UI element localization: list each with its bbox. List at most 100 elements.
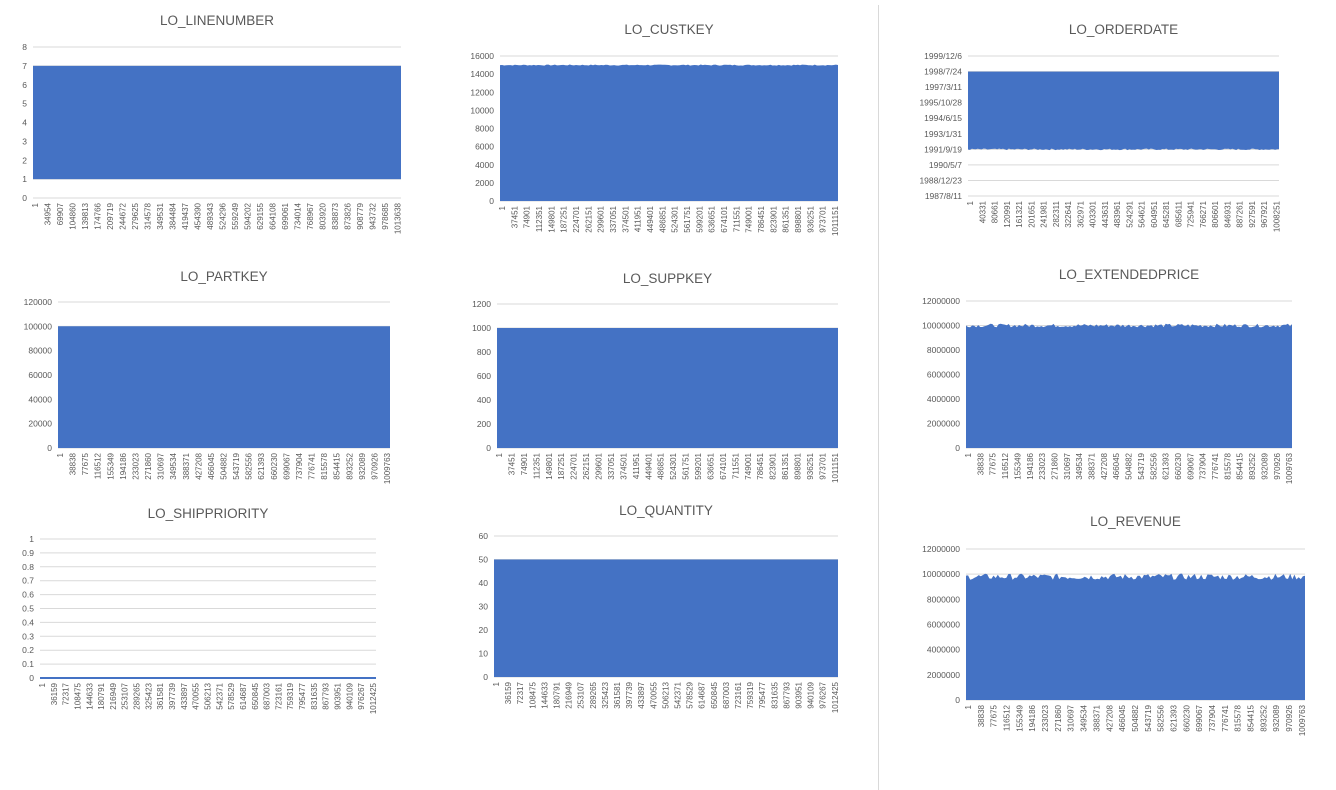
y-tick-label: 1998/7/24	[924, 67, 962, 77]
x-tick-label: 72317	[516, 681, 525, 704]
x-tick-label: 1	[56, 452, 65, 457]
x-tick-label: 1	[38, 682, 47, 687]
x-tick-label: 776741	[308, 452, 317, 479]
y-tick-label: 7	[22, 61, 27, 71]
x-tick-label: 504882	[1131, 704, 1140, 731]
y-tick-label: 0.4	[22, 617, 34, 627]
x-tick-label: 337051	[607, 452, 616, 479]
x-tick-label: 582556	[1157, 704, 1166, 731]
y-tick-label: 0.2	[22, 645, 34, 655]
x-tick-label: 454390	[193, 202, 202, 229]
x-tick-label: 578529	[227, 682, 236, 709]
x-tick-label: 723161	[734, 681, 743, 708]
x-tick-label: 604951	[1150, 200, 1159, 227]
x-tick-label: 685611	[1174, 200, 1183, 227]
y-tick-label: 4000000	[927, 645, 960, 655]
x-tick-label: 831635	[310, 682, 319, 709]
chart-title: LO_PARTKEY	[180, 269, 267, 284]
x-tick-label: 660230	[270, 452, 279, 479]
x-tick-label: 349534	[1080, 704, 1089, 731]
x-tick-label: 1008251	[1272, 200, 1281, 232]
x-tick-label: 36159	[504, 681, 513, 704]
x-tick-label: 504882	[1125, 452, 1134, 479]
y-tick-label: 1999/12/6	[924, 51, 962, 61]
x-tick-label: 943732	[368, 202, 377, 229]
x-tick-label: 970926	[1273, 452, 1282, 479]
x-tick-label: 506213	[203, 682, 212, 709]
x-tick-label: 419437	[181, 202, 190, 229]
x-tick-label: 108475	[73, 682, 82, 709]
x-tick-label: 749001	[744, 452, 753, 479]
y-tick-label: 6000	[475, 142, 494, 152]
y-tick-label: 0	[955, 695, 960, 705]
x-tick-label: 660230	[1182, 704, 1191, 731]
x-tick-label: 621393	[1169, 704, 1178, 731]
chart-title: LO_CUSTKEY	[624, 22, 713, 37]
chart-title: LO_ORDERDATE	[1069, 22, 1178, 37]
x-tick-label: 524301	[671, 205, 680, 232]
x-tick-label: 504882	[220, 452, 229, 479]
x-tick-label: 314578	[143, 202, 152, 229]
x-tick-label: 561751	[682, 452, 691, 479]
x-tick-label: 621393	[257, 452, 266, 479]
y-tick-label: 5	[22, 99, 27, 109]
x-tick-label: 737904	[1199, 452, 1208, 479]
x-tick-label: 253107	[577, 681, 586, 708]
x-tick-label: 1	[964, 704, 973, 709]
x-tick-label: 687003	[722, 681, 731, 708]
x-tick-label: 903951	[795, 681, 804, 708]
y-tick-label: 0.5	[22, 604, 34, 614]
x-tick-label: 74901	[523, 205, 532, 228]
x-tick-label: 711551	[732, 205, 741, 232]
x-tick-label: 282311	[1052, 200, 1061, 227]
x-tick-label: 976267	[357, 682, 366, 709]
y-tick-label: 120000	[24, 297, 53, 307]
y-tick-label: 10000000	[922, 569, 960, 579]
y-tick-label: 0.7	[22, 576, 34, 586]
data-bars	[968, 71, 1279, 151]
y-tick-label: 1990/5/7	[929, 160, 962, 170]
y-tick-label: 1993/1/31	[924, 129, 962, 139]
x-tick-label: 38838	[977, 704, 986, 727]
x-tick-label: 433897	[637, 681, 646, 708]
y-tick-label: 600	[477, 371, 491, 381]
chart-title: LO_EXTENDEDPRICE	[1059, 267, 1199, 282]
x-tick-label: 384484	[168, 202, 177, 229]
x-tick-label: 194186	[1026, 452, 1035, 479]
y-tick-label: 12000000	[922, 296, 960, 306]
x-tick-label: 893252	[345, 452, 354, 479]
x-tick-label: 470055	[649, 681, 658, 708]
x-tick-label: 37451	[510, 205, 519, 228]
x-tick-label: 361581	[156, 682, 165, 709]
x-tick-label: 815578	[320, 452, 329, 479]
y-tick-label: 1988/12/23	[919, 175, 962, 185]
x-tick-label: 786451	[756, 452, 765, 479]
x-tick-label: 970926	[370, 452, 379, 479]
y-tick-label: 2	[22, 155, 27, 165]
x-tick-label: 310697	[1063, 452, 1072, 479]
x-tick-label: 361581	[613, 681, 622, 708]
x-tick-label: 120991	[1003, 200, 1012, 227]
x-tick-label: 149801	[545, 452, 554, 479]
y-tick-label: 0	[955, 443, 960, 453]
y-tick-label: 0	[22, 193, 27, 203]
x-tick-label: 433897	[180, 682, 189, 709]
y-tick-label: 1994/6/15	[924, 113, 962, 123]
x-tick-label: 77675	[81, 452, 90, 475]
x-tick-label: 279625	[131, 202, 140, 229]
x-tick-label: 187251	[557, 452, 566, 479]
x-tick-label: 940109	[345, 682, 354, 709]
y-tick-label: 1200	[472, 299, 491, 309]
y-tick-label: 1	[22, 174, 27, 184]
x-tick-label: 374501	[619, 452, 628, 479]
y-tick-label: 4	[22, 118, 27, 128]
data-bars	[500, 64, 838, 201]
x-tick-label: 104860	[68, 202, 77, 229]
x-tick-label: 650845	[710, 681, 719, 708]
y-tick-label: 8000000	[927, 345, 960, 355]
x-tick-label: 873826	[343, 202, 352, 229]
x-tick-label: 734014	[293, 202, 302, 229]
x-tick-label: 180791	[97, 682, 106, 709]
data-bars	[58, 326, 390, 448]
y-tick-label: 14000	[470, 69, 494, 79]
